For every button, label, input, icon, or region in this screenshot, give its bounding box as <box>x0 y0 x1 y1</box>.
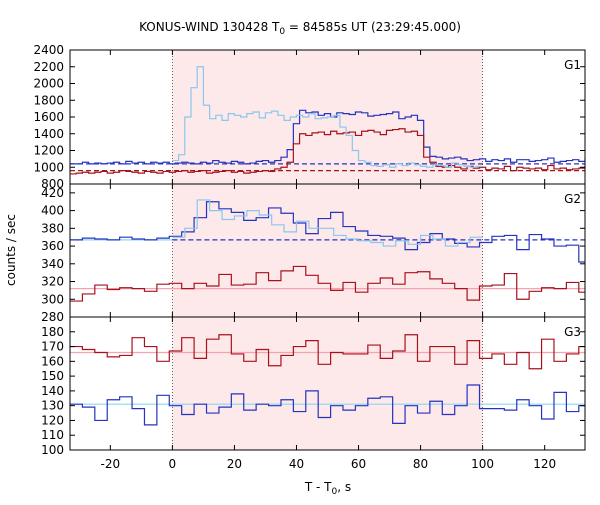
x-tick-label: 100 <box>471 457 494 471</box>
x-tick-label: 40 <box>289 457 304 471</box>
x-tick-label: 0 <box>169 457 177 471</box>
g2-y-tick-label: 360 <box>41 239 64 253</box>
x-axis-label-rest: , s <box>337 480 351 494</box>
g1-series-1 <box>70 109 585 165</box>
g1-y-tick-label: 1000 <box>33 160 64 174</box>
g1-y-tick-label: 2200 <box>33 60 64 74</box>
g1-y-tick-label: 2400 <box>33 43 64 57</box>
g3-y-tick-label: 110 <box>41 428 64 442</box>
g3-y-tick-label: 180 <box>41 325 64 339</box>
g2-y-tick-label: 380 <box>41 221 64 235</box>
g3-series-2 <box>70 384 585 426</box>
g2-series-1 <box>70 201 585 263</box>
g3-y-tick-label: 100 <box>41 443 64 457</box>
g1-y-tick-label: 1400 <box>33 127 64 141</box>
chart-title: KONUS-WIND 130428 T0 = 84585s UT (23:29:… <box>139 20 461 37</box>
g1-panel-label: G1 <box>564 58 581 72</box>
g2-y-tick-label: 320 <box>41 275 64 289</box>
y-axis-label: counts / sec <box>4 214 18 286</box>
x-tick-label: 120 <box>533 457 556 471</box>
x-tick-label: -20 <box>101 457 121 471</box>
g2-y-tick-label: 420 <box>41 186 64 200</box>
g1-series-3 <box>172 66 483 168</box>
x-axis-label-subscript: 0 <box>332 487 338 497</box>
x-axis-label: T - T0, s <box>304 480 351 497</box>
g1-series-2 <box>70 128 585 175</box>
g3-panel-frame <box>69 316 586 451</box>
shaded-interval <box>172 50 483 450</box>
g3-y-tick-label: 160 <box>41 354 64 368</box>
chart-title-subscript: 0 <box>279 27 285 37</box>
chart-title-rest: = 84585s UT (23:29:45.000) <box>285 20 461 34</box>
x-tick-label: 60 <box>351 457 366 471</box>
g2-series-2 <box>70 265 585 302</box>
g3-panel-label: G3 <box>564 325 581 339</box>
x-tick-label: 80 <box>413 457 428 471</box>
g2-series-3 <box>172 199 483 247</box>
x-tick-label: 20 <box>227 457 242 471</box>
g3-y-tick-label: 150 <box>41 369 64 383</box>
g3-y-tick-label: 120 <box>41 413 64 427</box>
g3-y-tick-label: 170 <box>41 340 64 354</box>
g1-y-tick-label: 2000 <box>33 77 64 91</box>
g1-y-tick-label: 1800 <box>33 93 64 107</box>
g2-y-tick-label: 400 <box>41 204 64 218</box>
g2-panel-label: G2 <box>564 192 581 206</box>
g1-y-tick-label: 1600 <box>33 110 64 124</box>
g1-y-tick-label: 800 <box>41 177 64 191</box>
g3-series-1 <box>70 334 585 370</box>
g2-y-tick-label: 280 <box>41 310 64 324</box>
g2-y-tick-label: 340 <box>41 257 64 271</box>
g3-y-tick-label: 130 <box>41 399 64 413</box>
g3-y-tick-label: 140 <box>41 384 64 398</box>
g1-y-tick-label: 1200 <box>33 144 64 158</box>
g2-y-tick-label: 300 <box>41 292 64 306</box>
